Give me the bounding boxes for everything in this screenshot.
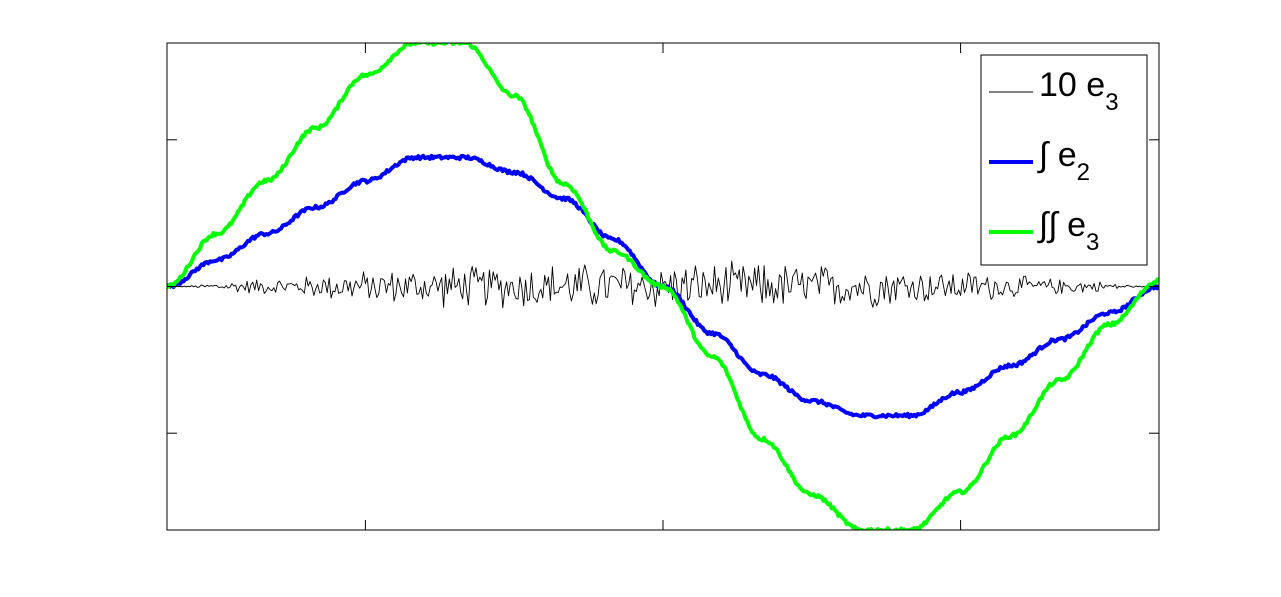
legend: 10 e3∫ e2∫∫ e3 xyxy=(980,54,1148,266)
legend-label-sub: 3 xyxy=(1086,229,1099,256)
legend-label-2: ∫∫ e3 xyxy=(1037,206,1099,256)
legend-label-sub: 3 xyxy=(1105,89,1118,116)
axes xyxy=(166,42,1160,531)
legend-label-main: ∫ e xyxy=(1037,136,1077,174)
legend-label-main: 10 e xyxy=(1039,66,1105,104)
legend-label-1: ∫ e2 xyxy=(1037,136,1090,186)
legend-label-main: ∫∫ e xyxy=(1037,206,1086,244)
series-line-2 xyxy=(167,43,1159,530)
legend-label-0: 10 e3 xyxy=(1039,66,1119,116)
plot-area xyxy=(167,43,1159,530)
legend-label-sub: 2 xyxy=(1077,159,1090,186)
